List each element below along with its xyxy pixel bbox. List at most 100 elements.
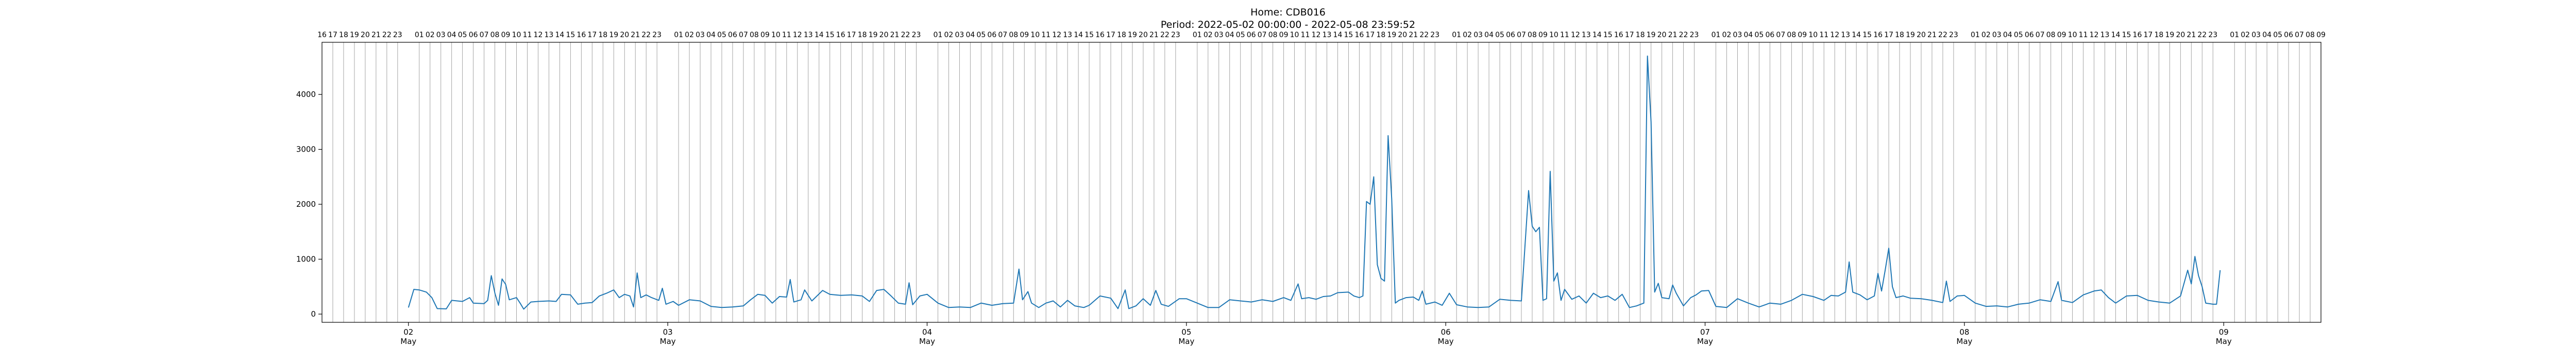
hour-tick-label: 20 (361, 31, 370, 39)
hour-tick-label: 20 (620, 31, 629, 39)
hour-tick-label: 08 (1787, 31, 1796, 39)
hour-tick-label: 08 (750, 31, 759, 39)
plot-frame (321, 42, 2321, 323)
chart-title: Home: CDB016 (1250, 7, 1326, 18)
hour-tick-label: 18 (1636, 31, 1645, 39)
hour-tick-label: 23 (393, 31, 402, 39)
y-tick-label: 1000 (296, 255, 316, 264)
hour-tick-label: 22 (1938, 31, 1947, 39)
hour-tick-label: 06 (1765, 31, 1774, 39)
hour-tick-label: 10 (771, 31, 781, 39)
hour-tick-label: 17 (1884, 31, 1893, 39)
hour-tick-label: 11 (1560, 31, 1569, 39)
hour-tick-label: 10 (1290, 31, 1299, 39)
hour-tick-label: 16 (317, 31, 327, 39)
hour-tick-label: 16 (577, 31, 586, 39)
hour-tick-label: 08 (1009, 31, 1018, 39)
hour-tick-label: 01 (1452, 31, 1461, 39)
hour-tick-label: 23 (1949, 31, 1958, 39)
hour-tick-label: 04 (2262, 31, 2272, 39)
hour-tick-label: 18 (598, 31, 607, 39)
hour-tick-label: 21 (2187, 31, 2196, 39)
hour-tick-label: 07 (480, 31, 489, 39)
hour-tick-label: 16 (2133, 31, 2142, 39)
hour-tick-label: 23 (1690, 31, 1699, 39)
hour-tick-label: 03 (1733, 31, 1742, 39)
hour-tick-label: 11 (1301, 31, 1310, 39)
hour-tick-label: 19 (2165, 31, 2174, 39)
hour-tick-label: 13 (545, 31, 554, 39)
series-layer (408, 55, 2221, 310)
hour-tick-label: 22 (641, 31, 651, 39)
hour-tick-label: 07 (1258, 31, 1267, 39)
hour-tick-label: 17 (2144, 31, 2153, 39)
hour-tick-label: 09 (1538, 31, 1548, 39)
hour-tick-label: 08 (1268, 31, 1278, 39)
hour-tick-label: 03 (955, 31, 964, 39)
hour-tick-label: 21 (1149, 31, 1159, 39)
hour-tick-label: 04 (2003, 31, 2012, 39)
x-tick-label: 06 (1441, 327, 1451, 337)
x-tick-label: 09 (2219, 327, 2229, 337)
hour-tick-label: 01 (1971, 31, 1980, 39)
hour-tick-label: 21 (890, 31, 900, 39)
hour-tick-label: 05 (2273, 31, 2282, 39)
hour-tick-label: 08 (2046, 31, 2056, 39)
hour-tick-label: 13 (2100, 31, 2110, 39)
hour-tick-label: 17 (847, 31, 856, 39)
hour-tick-label: 13 (1582, 31, 1591, 39)
hour-tick-label: 23 (652, 31, 662, 39)
x-tick-label: 05 (1181, 327, 1191, 337)
hour-tick-label: 19 (350, 31, 359, 39)
hour-tick-label: 02 (685, 31, 694, 39)
hour-tick-label: 11 (1819, 31, 1828, 39)
hour-tick-label: 18 (1895, 31, 1904, 39)
hour-tick-label: 01 (934, 31, 943, 39)
hour-tick-label: 03 (1473, 31, 1483, 39)
hour-tick-label: 18 (1376, 31, 1385, 39)
hour-tick-label: 17 (587, 31, 597, 39)
hour-tick-label: 22 (1419, 31, 1429, 39)
hour-tick-label: 06 (1506, 31, 1515, 39)
hour-gridlines (321, 42, 2321, 322)
hour-tick-label: 07 (998, 31, 1007, 39)
x-tick-sublabel: May (1178, 337, 1194, 346)
hour-tick-label: 09 (2316, 31, 2326, 39)
x-tick-sublabel: May (1697, 337, 1713, 346)
hour-tick-label: 10 (1030, 31, 1040, 39)
hour-tick-label: 16 (1095, 31, 1105, 39)
hour-tick-label: 05 (976, 31, 986, 39)
hour-tick-label: 17 (1106, 31, 1115, 39)
hour-tick-label: 09 (760, 31, 770, 39)
hour-tick-label: 06 (987, 31, 996, 39)
hour-tick-label: 04 (1484, 31, 1494, 39)
hour-tick-label: 11 (782, 31, 791, 39)
hour-tick-label: 21 (1927, 31, 1937, 39)
hour-tick-label: 05 (1754, 31, 1764, 39)
hour-tick-label: 14 (1592, 31, 1602, 39)
hour-tick-label: 19 (609, 31, 618, 39)
hour-tick-label: 04 (1225, 31, 1234, 39)
y-axis: 0 1000 2000 3000 4000 (296, 90, 322, 319)
y-tick-label: 2000 (296, 200, 316, 209)
hour-tick-label: 01 (1711, 31, 1721, 39)
hour-tick-label: 02 (1981, 31, 1991, 39)
hour-tick-label: 12 (534, 31, 543, 39)
hour-tick-label: 05 (2014, 31, 2023, 39)
hour-tick-label: 06 (2025, 31, 2034, 39)
hour-tick-label: 04 (1744, 31, 1753, 39)
hour-tick-label: 08 (2306, 31, 2315, 39)
hour-tick-label: 06 (728, 31, 737, 39)
hour-tick-label: 07 (2295, 31, 2304, 39)
hour-tick-label: 04 (965, 31, 975, 39)
hour-tick-label: 05 (458, 31, 467, 39)
hour-tick-label: 09 (2057, 31, 2066, 39)
x-tick-label: 07 (1700, 327, 1710, 337)
hour-tick-label: 15 (1603, 31, 1613, 39)
hour-tick-label: 21 (1668, 31, 1677, 39)
hour-tick-label: 20 (1139, 31, 1148, 39)
hour-tick-label: 10 (1549, 31, 1558, 39)
hour-tick-labels: 16 17 18 19 20 21 22 23 01 02 03 04 05 06 07 08 09 10 11 12… (317, 31, 2326, 39)
hour-tick-label: 17 (328, 31, 337, 39)
